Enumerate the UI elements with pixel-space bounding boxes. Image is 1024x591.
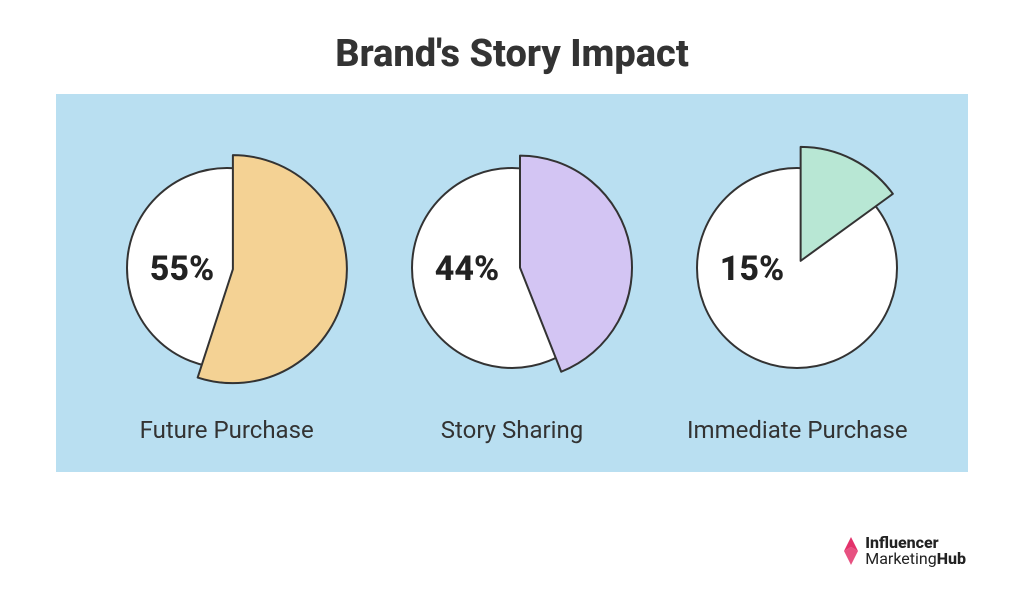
chart-immediate-purchase: 15% Immediate Purchase bbox=[657, 128, 937, 444]
logo-icon bbox=[841, 535, 861, 567]
chart-panel: 55% Future Purchase 44% Story Sharing 15… bbox=[56, 94, 968, 472]
pie-immediate-purchase: 15% bbox=[667, 128, 927, 408]
percent-value: 44% bbox=[435, 249, 499, 289]
pie-story-sharing: 44% bbox=[382, 128, 642, 408]
chart-label: Future Purchase bbox=[140, 416, 314, 444]
chart-label: Story Sharing bbox=[441, 416, 583, 444]
logo-line2b: Hub bbox=[937, 549, 966, 568]
percent-value: 15% bbox=[720, 249, 784, 289]
chart-future-purchase: 55% Future Purchase bbox=[87, 128, 367, 444]
percent-value: 55% bbox=[149, 249, 213, 289]
brand-logo: Influencer MarketingHub bbox=[841, 535, 966, 567]
logo-text: Influencer MarketingHub bbox=[865, 535, 966, 567]
pie-future-purchase: 55% bbox=[97, 128, 357, 408]
chart-story-sharing: 44% Story Sharing bbox=[372, 128, 652, 444]
chart-label: Immediate Purchase bbox=[687, 416, 908, 444]
page-title: Brand's Story Impact bbox=[0, 0, 1024, 94]
logo-line2a: Marketing bbox=[865, 549, 936, 568]
